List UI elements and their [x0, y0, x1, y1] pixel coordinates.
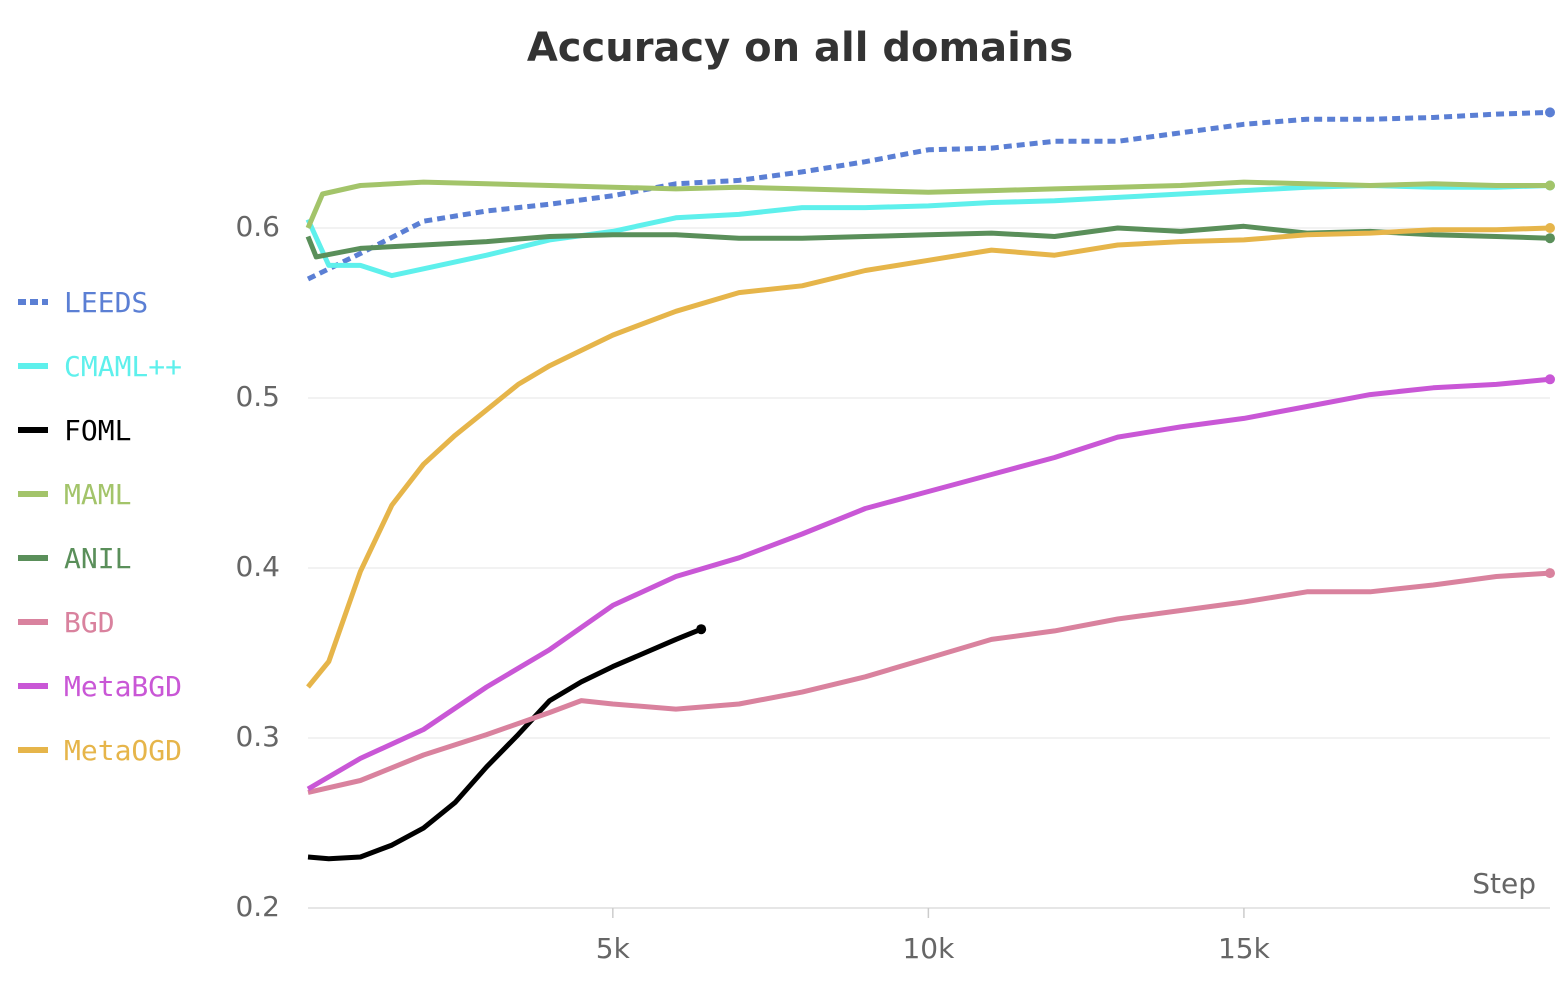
x-tick-label: 5k: [596, 932, 631, 965]
legend-label: BGD: [64, 606, 115, 639]
end-point: [1545, 374, 1555, 385]
series-line: [306, 376, 1551, 792]
y-tick-label: 0.2: [235, 890, 280, 923]
series-line: [306, 225, 1551, 689]
legend-label: MetaOGD: [64, 734, 182, 767]
end-point: [1545, 568, 1555, 579]
y-tick-label: 0.3: [235, 720, 280, 753]
series-line: [307, 626, 703, 862]
legend-label: ANIL: [64, 542, 131, 575]
legend-label: MAML: [64, 478, 131, 511]
legend-label: LEEDS: [64, 286, 148, 319]
legend-label: MetaBGD: [64, 670, 182, 703]
x-axis-label: Step: [1472, 867, 1536, 900]
y-tick-label: 0.4: [235, 550, 280, 583]
x-tick-label: 15k: [1218, 932, 1271, 965]
legend-label: FOML: [64, 414, 131, 447]
end-point: [696, 624, 707, 635]
series-line: [305, 179, 1550, 229]
end-point: [1545, 233, 1555, 244]
legend-label: CMAML++: [64, 350, 182, 383]
series-line: [307, 570, 1551, 795]
y-tick-label: 0.6: [235, 210, 280, 243]
end-point: [1545, 223, 1555, 233]
series-line: [306, 109, 1551, 282]
chart-title: Accuracy on all domains: [527, 25, 1073, 71]
end-point: [1545, 180, 1555, 191]
y-tick-label: 0.5: [235, 380, 280, 413]
end-point: [1545, 107, 1555, 118]
x-tick-label: 10k: [902, 932, 955, 965]
